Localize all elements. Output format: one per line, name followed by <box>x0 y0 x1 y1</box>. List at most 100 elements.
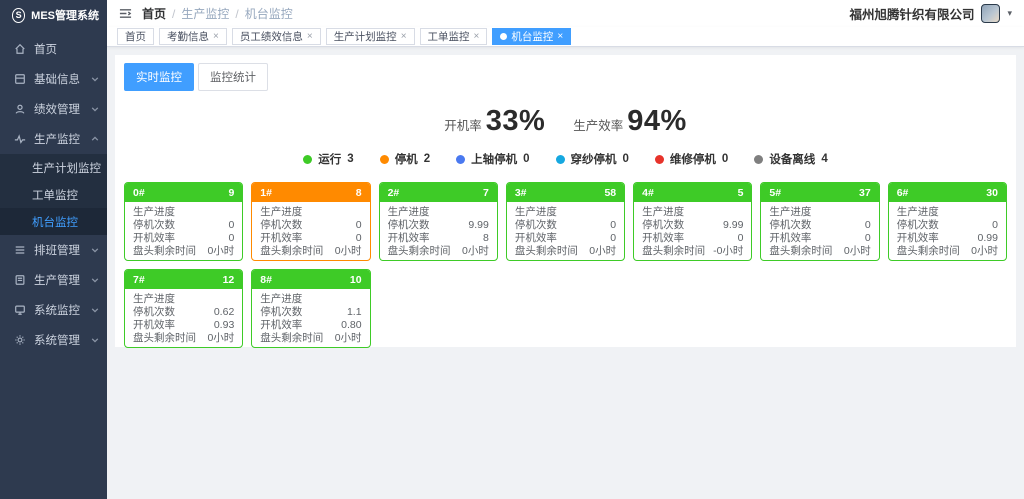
field-value: 0 <box>864 219 871 231</box>
legend-item-threading-stop: 穿纱停机 0 <box>555 151 629 167</box>
machine-card-5[interactable]: 5# 37 生产进度 停机次数 0 开机效率 0 盘头剩余时间 0小时 <box>760 182 880 261</box>
legend-label: 设备离线 <box>769 154 816 166</box>
field-value: 0.80 <box>341 319 362 331</box>
tab-home[interactable]: 首页 <box>117 28 154 45</box>
sidebar-toggle-icon[interactable] <box>119 7 132 20</box>
sidebar-item-workorder-monitor[interactable]: 工单监控 <box>0 181 107 208</box>
realtime-monitor-button[interactable]: 实时监控 <box>124 63 194 91</box>
legend-count: 0 <box>721 153 729 165</box>
tab-plan-monitor[interactable]: 生产计划监控 × <box>325 28 415 45</box>
machine-name: 7# <box>133 273 145 286</box>
field-label: 生产进度 <box>133 293 175 305</box>
field-value: 0 <box>228 219 235 231</box>
sidebar-menu: 首页 基础信息 绩效管理 <box>0 34 107 355</box>
breadcrumb-item[interactable]: 生产监控 <box>181 7 230 21</box>
avatar[interactable] <box>981 4 1001 23</box>
legend-label: 运行 <box>318 154 342 166</box>
monitor-icon <box>13 303 27 317</box>
breadcrumb-separator: / <box>172 6 176 21</box>
tab-machine-monitor[interactable]: 机台监控 × <box>492 28 572 45</box>
field-value: -0小时 <box>713 245 744 257</box>
machine-card-6[interactable]: 6# 30 生产进度 停机次数 0 开机效率 0.99 盘头剩余时间 0小时 <box>887 182 1007 261</box>
field-label: 停机次数 <box>387 219 430 231</box>
status-dot-icon <box>456 154 466 164</box>
top-right: 福州旭腾针织有限公司 ▾ <box>849 4 1012 23</box>
sidebar-item-system-monitor[interactable]: 系统监控 <box>0 295 107 325</box>
machine-card-1[interactable]: 1# 8 生产进度 停机次数 0 开机效率 0 盘头剩余时间 0小时 <box>251 182 371 261</box>
sidebar-item-label: 绩效管理 <box>34 104 80 116</box>
sidebar-item-system-mgmt[interactable]: 系统管理 <box>0 325 107 355</box>
field-label: 开机效率 <box>260 232 303 244</box>
machine-card-7[interactable]: 7# 12 生产进度 停机次数 0.62 开机效率 0.93 盘头剩余时间 0小时 <box>124 269 244 348</box>
legend-item-spindle-stop: 上轴停机 0 <box>456 151 530 167</box>
gear-icon <box>13 333 27 347</box>
machine-card-4[interactable]: 4# 5 生产进度 停机次数 9.99 开机效率 0 盘头剩余时间 -0小时 <box>633 182 753 261</box>
app-title: MES管理系统 <box>31 10 99 22</box>
monitor-stats-button[interactable]: 监控统计 <box>198 63 268 91</box>
sidebar-item-production-mgmt[interactable]: 生产管理 <box>0 265 107 295</box>
close-icon[interactable]: × <box>400 30 407 42</box>
caret-down-icon[interactable]: ▾ <box>1007 8 1012 18</box>
close-icon[interactable]: × <box>306 30 313 42</box>
machine-card-8[interactable]: 8# 10 生产进度 停机次数 1.1 开机效率 0.80 盘头剩余时间 0小时 <box>251 269 371 348</box>
tab-workorder-monitor[interactable]: 工单监控 × <box>419 28 488 45</box>
sidebar-item-label: 生产管理 <box>34 275 80 287</box>
active-dot-icon <box>500 33 508 40</box>
legend-count: 0 <box>523 153 530 165</box>
breadcrumb: 首页 / 生产监控 / 机台监控 <box>142 5 293 22</box>
breadcrumb-item[interactable]: 首页 <box>142 7 167 21</box>
field-label: 盘头剩余时间 <box>514 245 578 257</box>
chevron-down-icon <box>91 336 99 344</box>
sidebar-item-performance[interactable]: 绩效管理 <box>0 94 107 124</box>
field-label: 停机次数 <box>260 306 303 318</box>
tab-attendance[interactable]: 考勤信息 × <box>159 28 227 45</box>
machine-monitor-panel: 实时监控 监控统计 开机率 33% 生产效率 94% <box>115 55 1016 348</box>
breadcrumb-item: 机台监控 <box>244 7 293 21</box>
legend-label: 穿纱停机 <box>570 154 617 166</box>
field-label: 盘头剩余时间 <box>769 245 833 257</box>
machine-card-3[interactable]: 3# 58 生产进度 停机次数 0 开机效率 0 盘头剩余时间 0小时 <box>505 182 626 261</box>
machine-name: 0# <box>133 186 145 199</box>
sidebar-item-label: 排班管理 <box>34 245 80 257</box>
content: 实时监控 监控统计 开机率 33% 生产效率 94% <box>107 47 1024 499</box>
field-label: 停机次数 <box>514 219 557 231</box>
legend-item-running: 运行 3 <box>303 151 354 167</box>
machine-badge: 30 <box>986 186 998 199</box>
sidebar: S MES管理系统 首页 基础信息 <box>0 0 107 499</box>
sidebar-item-home[interactable]: 首页 <box>0 34 107 64</box>
tab-employee-performance[interactable]: 员工绩效信息 × <box>231 28 321 45</box>
close-icon[interactable]: × <box>557 30 564 42</box>
field-label: 生产进度 <box>133 206 175 218</box>
status-dot-icon <box>379 154 389 164</box>
field-value: 0小时 <box>971 245 998 257</box>
field-label: 停机次数 <box>133 306 175 318</box>
machine-card-2[interactable]: 2# 7 生产进度 停机次数 9.99 开机效率 8 盘头剩余时间 0小时 <box>378 182 498 261</box>
field-value: 0小时 <box>462 245 489 257</box>
pulse-icon <box>13 132 27 146</box>
field-label: 开机效率 <box>133 319 175 331</box>
field-value: 0小时 <box>207 332 235 344</box>
sidebar-item-base-info[interactable]: 基础信息 <box>0 64 107 94</box>
field-label: 开机效率 <box>387 232 430 244</box>
sidebar-item-production-monitor[interactable]: 生产监控 <box>0 124 107 154</box>
sidebar-item-scheduling[interactable]: 排班管理 <box>0 235 107 265</box>
field-value: 0 <box>228 232 235 244</box>
tab-label: 员工绩效信息 <box>239 31 303 43</box>
field-label: 开机效率 <box>896 232 939 244</box>
sidebar-item-plan-monitor[interactable]: 生产计划监控 <box>0 154 107 181</box>
app-logo: S MES管理系统 <box>0 0 107 30</box>
sidebar-item-label: 系统监控 <box>34 305 80 317</box>
view-switch: 实时监控 监控统计 <box>124 63 1007 91</box>
machine-badge: 5 <box>737 186 744 199</box>
machine-cards-grid: 0# 9 生产进度 停机次数 0 开机效率 0 盘头剩余时间 0小时 1# <box>124 182 1007 348</box>
legend-label: 维修停机 <box>669 154 716 166</box>
field-label: 开机效率 <box>133 232 175 244</box>
close-icon[interactable]: × <box>473 30 480 42</box>
field-value: 0小时 <box>334 332 362 344</box>
sidebar-item-label: 系统管理 <box>34 335 80 347</box>
sidebar-item-machine-monitor[interactable]: 机台监控 <box>0 208 107 235</box>
machine-badge: 37 <box>859 186 871 199</box>
close-icon[interactable]: × <box>213 30 219 42</box>
machine-card-0[interactable]: 0# 9 生产进度 停机次数 0 开机效率 0 盘头剩余时间 0小时 <box>124 182 244 261</box>
